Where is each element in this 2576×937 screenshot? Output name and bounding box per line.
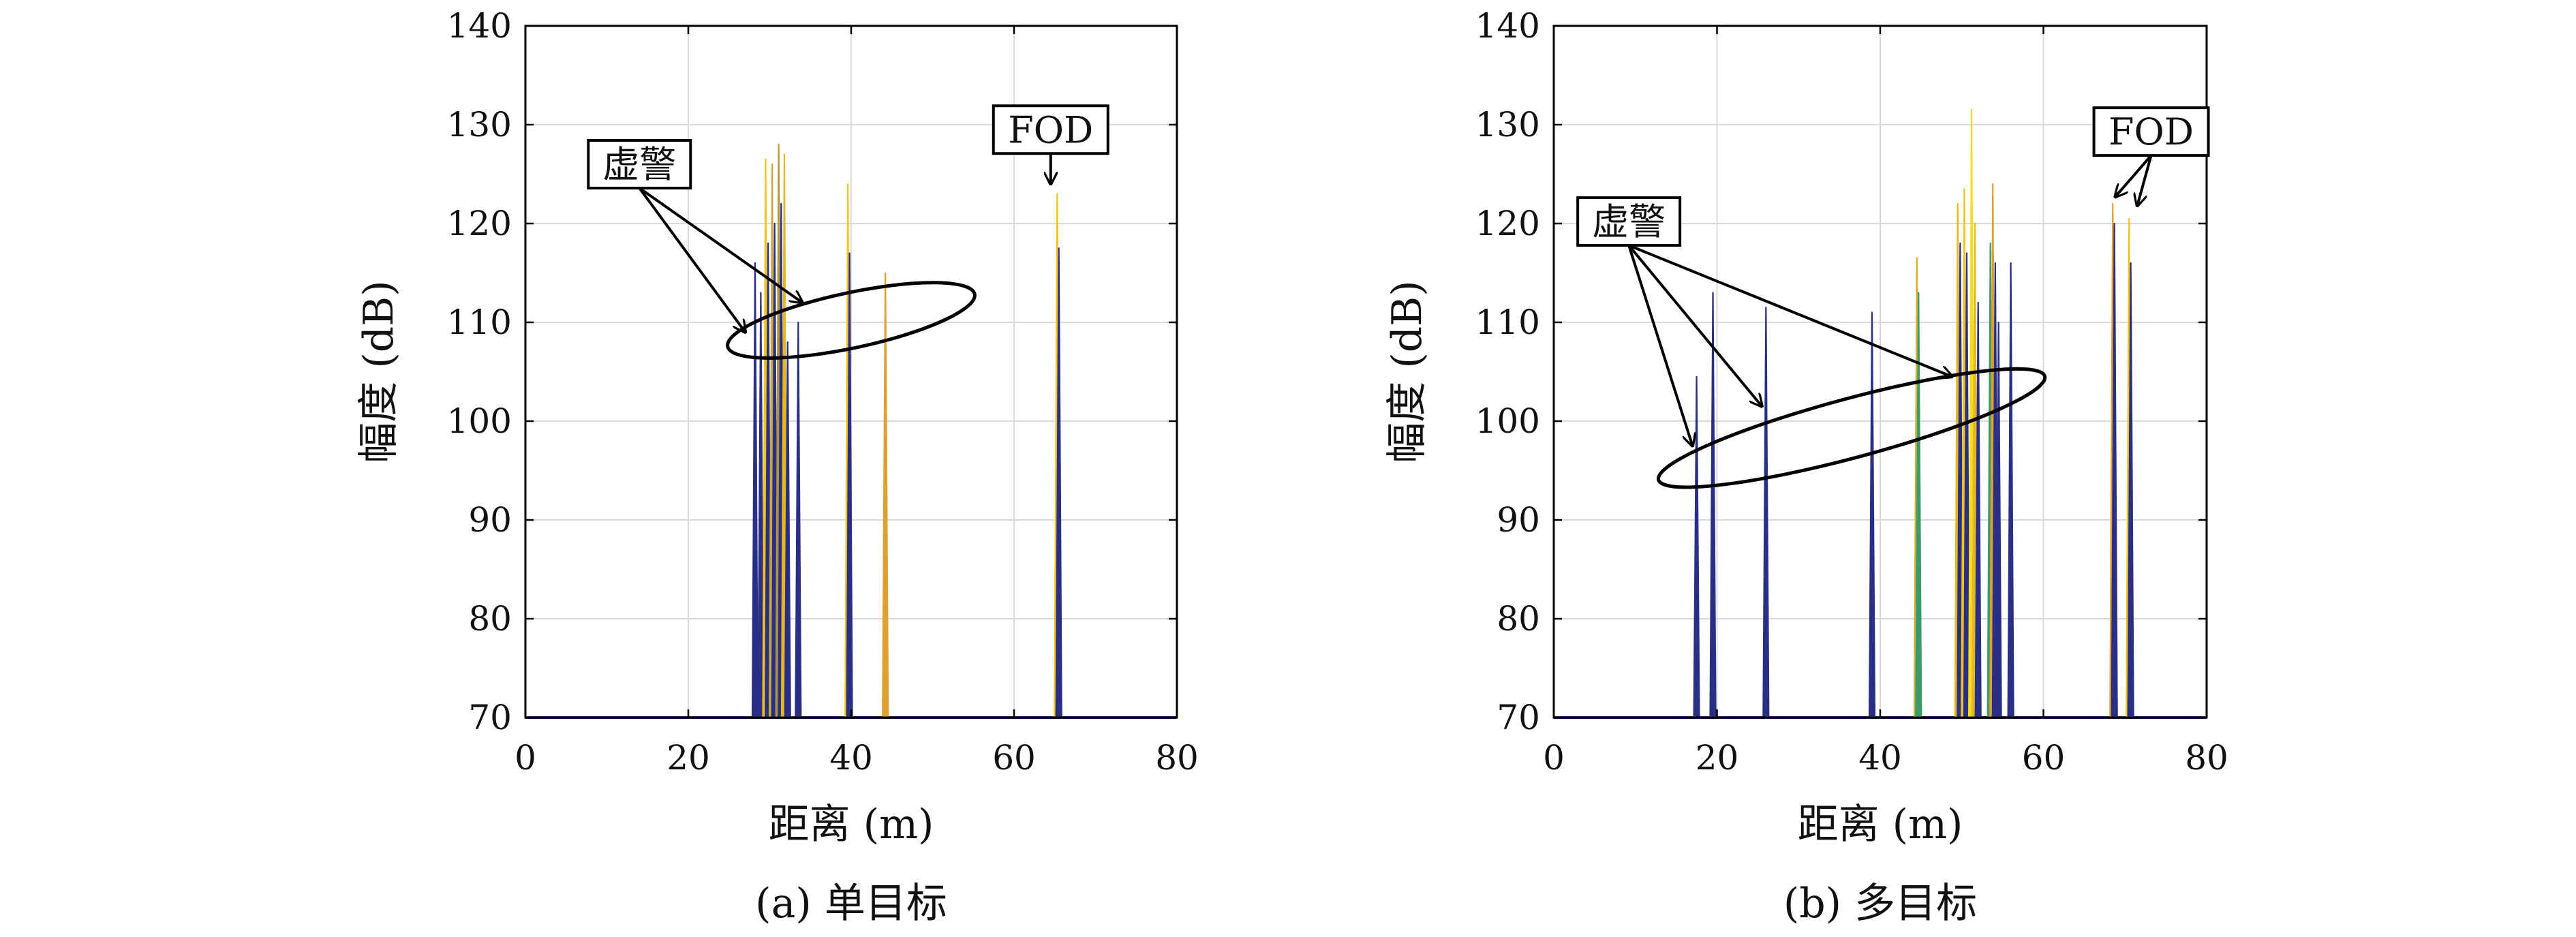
annotation-label: FOD	[1008, 108, 1093, 151]
peak-mark	[1693, 375, 1700, 719]
annotation-ellipse	[1656, 367, 2047, 489]
annotation-arrow	[1627, 244, 1762, 406]
y-tick-label: 70	[468, 698, 512, 737]
annotation-label: 虚警	[1592, 200, 1666, 243]
annotation-label: 虚警	[602, 143, 676, 186]
y-tick-label: 130	[447, 105, 512, 144]
peak-mark	[1868, 311, 1876, 719]
peak-mark	[751, 262, 759, 719]
y-tick-label: 140	[1475, 6, 1540, 46]
annotation-arrow	[638, 187, 745, 333]
annotation-ellipse	[726, 281, 977, 360]
y-tick-label: 80	[1497, 599, 1540, 639]
peak-mark	[2007, 262, 2014, 719]
peak-mark	[1709, 292, 1717, 719]
annotation-box	[1576, 196, 1682, 247]
annotation-arrow	[1628, 244, 1952, 377]
y-tick-label: 100	[447, 401, 512, 441]
annotation-arrow	[2115, 154, 2153, 197]
x-tick-label: 40	[1858, 738, 1902, 778]
annotation-arrow	[639, 187, 802, 303]
x-tick-label: 20	[666, 738, 710, 778]
x-tick-label: 60	[992, 738, 1036, 778]
y-tick-label: 110	[447, 303, 512, 342]
annotation-arrow	[2137, 155, 2153, 206]
x-tick-label: 60	[2022, 738, 2066, 778]
y-tick-label: 120	[1475, 204, 1540, 243]
caption-b: (b) 多目标	[1783, 880, 1977, 927]
y-tick-label: 100	[1475, 401, 1540, 441]
peak-mark	[1762, 307, 1770, 719]
y-tick-label: 130	[1475, 105, 1540, 144]
peaks-b	[1554, 109, 2207, 719]
x-tick-label: 0	[1543, 738, 1565, 778]
annotation-box	[2092, 106, 2210, 157]
y-tick-label: 140	[447, 6, 512, 46]
annotation-box	[587, 139, 692, 189]
y-tick-label: 90	[1497, 500, 1540, 540]
chart-panel-b: 0 20 40 60 80 70 80 90 100 110 120 130 140 虚警 FOD 距离 …	[1383, 6, 2228, 927]
y-tick-label: 80	[468, 599, 512, 639]
y-tick-label: 90	[468, 500, 512, 540]
y-axis-title-a: 幅度 (dB)	[355, 280, 403, 463]
x-tick-label: 20	[1696, 738, 1739, 778]
y-axis-title-b: 幅度 (dB)	[1383, 280, 1431, 463]
caption-a: (a) 单目标	[755, 880, 947, 927]
chart-panel-a: 0 20 40 60 80 70 80 90 100 110 120 130 140 虚警 FOD 距离 …	[355, 6, 1199, 927]
x-tick-label: 0	[515, 738, 536, 778]
x-tick-label: 80	[1155, 738, 1199, 778]
annotations-b: 虚警 FOD	[1576, 106, 2210, 489]
peak-mark	[795, 321, 802, 719]
annotation-arrow	[1627, 245, 1692, 446]
ticks-a: 0 20 40 60 80 70 80 90 100 110 120 130 140	[447, 6, 1199, 778]
y-tick-label: 110	[1475, 303, 1540, 342]
x-axis-title-b: 距离 (m)	[1798, 801, 1963, 848]
y-tick-label: 70	[1497, 698, 1540, 737]
y-tick-label: 120	[447, 204, 512, 243]
x-tick-label: 40	[829, 738, 873, 778]
annotation-box	[992, 104, 1109, 155]
x-tick-label: 80	[2185, 738, 2228, 778]
annotation-label: FOD	[2109, 110, 2194, 153]
ticks-b: 0 20 40 60 80 70 80 90 100 110 120 130 140	[1475, 6, 2228, 778]
x-axis-title-a: 距离 (m)	[769, 801, 934, 848]
annotations-a: 虚警 FOD	[587, 104, 1109, 360]
